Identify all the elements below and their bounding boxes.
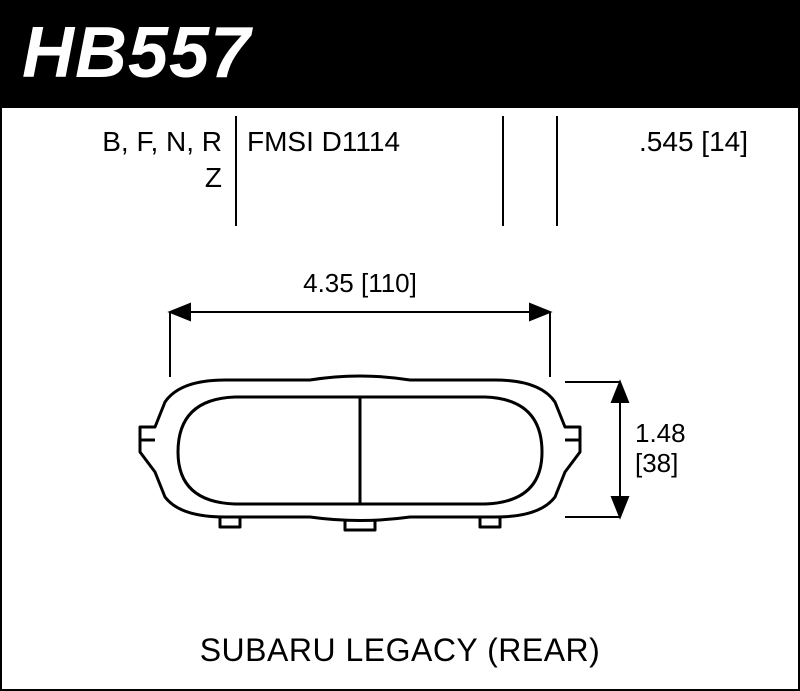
thickness-mm: [14]	[701, 126, 748, 157]
compounds-line1: B, F, N, R	[52, 124, 222, 160]
thickness-column: .545 [14]	[568, 124, 748, 160]
width-label: 4.35 [110]	[303, 268, 417, 298]
thickness-in: .545	[639, 126, 694, 157]
compounds-line2: Z	[52, 160, 222, 196]
height-dimension	[565, 382, 628, 517]
part-number: HB557	[22, 12, 778, 94]
fmsi-value: FMSI D1114	[247, 124, 497, 160]
divider	[502, 116, 504, 226]
brake-pad-diagram: 4.35 [110] 1.48 [38]	[50, 252, 750, 612]
spec-sheet: HB557 B, F, N, R Z FMSI D1114 .545 [14]	[0, 0, 800, 691]
height-mm: [38]	[635, 448, 678, 478]
width-dimension	[170, 304, 550, 377]
specs-row: B, F, N, R Z FMSI D1114 .545 [14]	[52, 124, 748, 244]
vehicle-label: SUBARU LEGACY (REAR)	[2, 632, 798, 669]
divider	[235, 116, 237, 226]
pad-outline	[140, 376, 580, 530]
divider	[556, 116, 558, 226]
height-in: 1.48	[635, 418, 686, 448]
width-in: 4.35	[303, 268, 354, 298]
diagram-area: 4.35 [110] 1.48 [38]	[2, 252, 798, 619]
fmsi-column: FMSI D1114	[247, 124, 497, 160]
width-mm: [110]	[361, 268, 417, 298]
compounds-column: B, F, N, R Z	[52, 124, 222, 197]
header-bar: HB557	[2, 2, 798, 108]
